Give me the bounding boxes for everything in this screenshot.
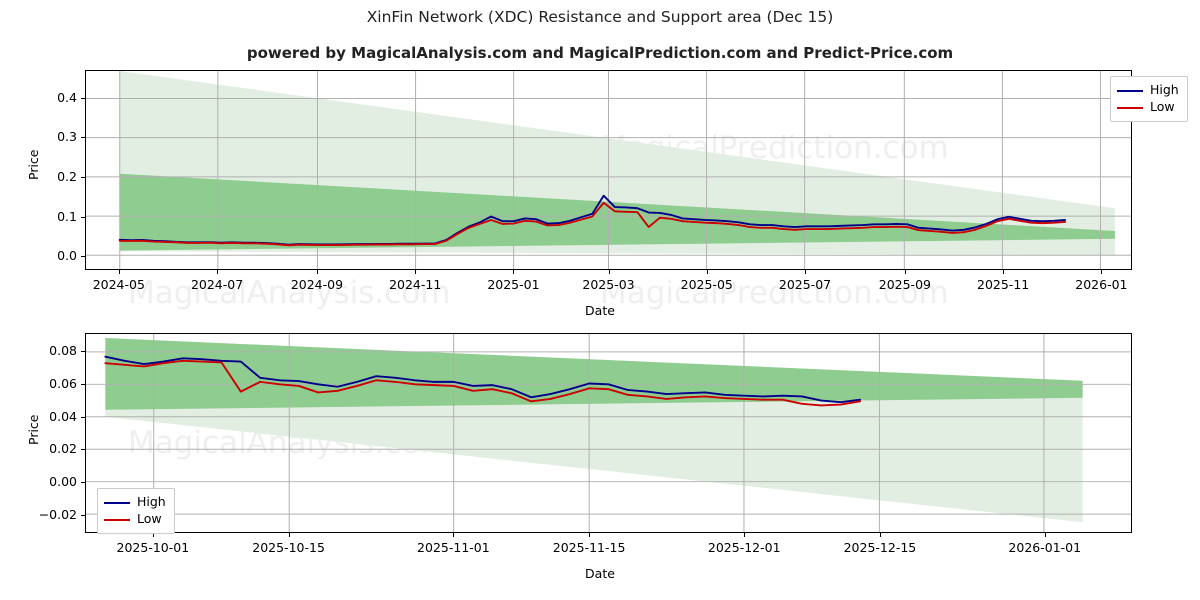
y-tick-mark	[81, 256, 85, 258]
y-tick-label: 0.06	[49, 375, 77, 391]
y-tick-mark	[81, 97, 85, 99]
x-tick-mark	[706, 270, 708, 274]
legend-line-swatch	[1117, 89, 1143, 92]
y-tick-label: 0.00	[49, 474, 77, 490]
x-tick-label: 2024-11	[389, 277, 442, 292]
bottom-chart-legend[interactable]: High Low	[97, 488, 175, 534]
y-tick-mark	[81, 449, 85, 451]
y-tick-label: 0.0	[57, 248, 77, 264]
x-tick-mark	[415, 270, 417, 274]
x-tick-label: 2025-11-15	[552, 540, 626, 555]
bottom-chart-plot-area	[85, 333, 1132, 533]
top-chart-y-axis-label: Price	[26, 149, 41, 181]
x-tick-label: 2025-09	[878, 277, 931, 292]
x-tick-label: 2024-05	[92, 277, 145, 292]
x-tick-mark	[453, 533, 455, 537]
x-tick-label: 2024-07	[190, 277, 244, 292]
x-tick-label: 2025-10-15	[252, 540, 325, 555]
x-tick-mark	[1003, 270, 1005, 274]
x-tick-mark	[152, 533, 154, 537]
x-tick-label: 2025-10-01	[116, 540, 190, 555]
x-tick-label: 2025-12-15	[843, 540, 917, 555]
x-tick-label: 2024-09	[290, 277, 344, 292]
bottom-chart-x-axis-label: Date	[585, 566, 615, 581]
legend-entry[interactable]: Low	[1117, 99, 1179, 116]
y-tick-label: 0.1	[57, 208, 77, 224]
y-tick-mark	[81, 351, 85, 353]
x-tick-label: 2025-11-01	[417, 540, 490, 555]
bottom-chart-y-axis-label: Price	[26, 414, 41, 446]
y-tick-mark	[81, 383, 85, 385]
x-tick-mark	[744, 533, 746, 537]
legend-entry[interactable]: High	[1117, 82, 1179, 99]
y-tick-mark	[81, 137, 85, 139]
x-tick-label: 2026-01-01	[1008, 540, 1082, 555]
y-tick-label: 0.4	[57, 89, 77, 105]
top-chart-x-axis-label: Date	[585, 303, 615, 318]
x-tick-label: 2025-07	[778, 277, 832, 292]
y-tick-label: −0.02	[38, 506, 77, 522]
x-tick-label: 2025-11	[977, 277, 1030, 292]
legend-entry[interactable]: High	[104, 494, 166, 511]
x-tick-mark	[513, 270, 515, 274]
x-tick-mark	[316, 270, 318, 274]
top-chart-canvas	[86, 71, 1131, 269]
x-tick-mark	[879, 533, 881, 537]
x-tick-mark	[1044, 533, 1046, 537]
top-chart-plot-area	[85, 70, 1132, 270]
figure-title: XinFin Network (XDC) Resistance and Supp…	[366, 8, 834, 26]
x-tick-mark	[904, 270, 906, 274]
x-tick-mark	[805, 270, 806, 274]
y-tick-label: 0.08	[49, 343, 77, 359]
x-tick-mark	[217, 270, 219, 274]
y-tick-label: 0.2	[57, 168, 77, 184]
y-tick-mark	[81, 216, 85, 218]
top-chart-legend[interactable]: High Low	[1110, 76, 1188, 122]
y-tick-label: 0.04	[49, 408, 77, 424]
x-tick-mark	[608, 270, 610, 274]
y-tick-label: 0.3	[57, 129, 77, 145]
legend-entry-label: Low	[1150, 99, 1175, 115]
x-tick-label: 2025-05	[680, 277, 733, 292]
legend-entry-label: High	[1150, 82, 1179, 98]
legend-entry-label: High	[137, 494, 166, 510]
x-tick-label: 2026-01	[1075, 277, 1128, 292]
y-tick-mark	[81, 514, 85, 516]
x-tick-label: 2025-03	[582, 277, 635, 292]
x-tick-mark	[589, 533, 591, 537]
y-tick-mark	[81, 416, 85, 418]
x-tick-label: 2025-12-01	[707, 540, 781, 555]
legend-entry-label: Low	[137, 511, 162, 527]
x-tick-mark	[118, 270, 120, 274]
x-tick-mark	[288, 533, 290, 537]
bottom-chart-canvas	[86, 334, 1131, 532]
legend-line-swatch	[104, 518, 130, 521]
y-tick-mark	[81, 482, 85, 484]
x-tick-label: 2025-01	[487, 277, 540, 292]
legend-line-swatch	[1117, 106, 1143, 109]
legend-line-swatch	[104, 501, 130, 504]
x-tick-mark	[1101, 270, 1103, 274]
legend-entry[interactable]: Low	[104, 511, 166, 528]
y-tick-label: 0.02	[49, 441, 77, 457]
figure-subtitle: powered by MagicalAnalysis.com and Magic…	[246, 44, 954, 62]
y-tick-mark	[81, 176, 85, 178]
